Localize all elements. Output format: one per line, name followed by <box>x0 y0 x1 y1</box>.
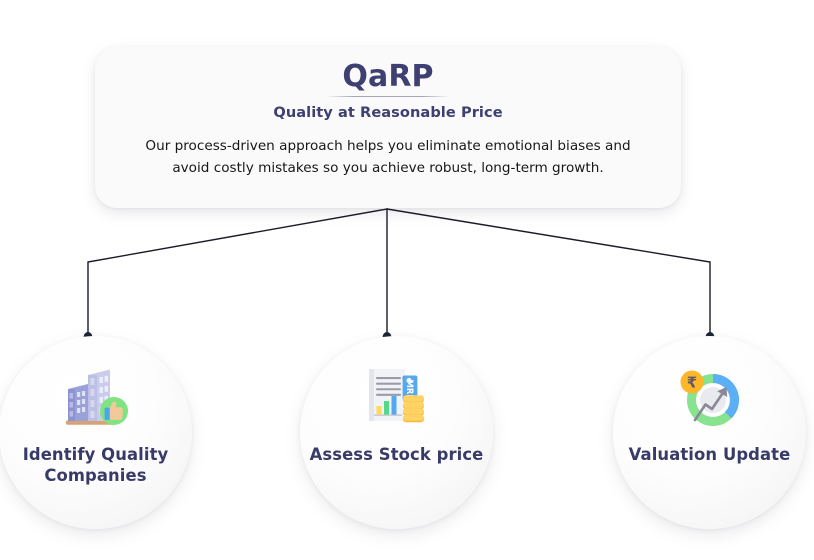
node-assess-stock-price[interactable]: MRP Assess Stock price <box>300 336 493 529</box>
description-text: Our process-driven approach helps you el… <box>145 137 631 176</box>
qarp-summary-card: QaRP Quality at Reasonable Price Our pro… <box>95 47 681 208</box>
rupee-symbol: ₹ <box>686 374 696 392</box>
page-subtitle: Quality at Reasonable Price <box>273 103 503 121</box>
connector-left <box>87 208 388 335</box>
node-label-assess-stock-price: Assess Stock price <box>309 445 484 464</box>
document-chart-price-tag-coins-icon: MRP <box>359 363 435 433</box>
node-identify-quality-companies[interactable]: Identify Quality Companies <box>0 336 192 529</box>
coin-stack <box>402 395 424 423</box>
node-label-valuation-update: Valuation Update <box>628 445 791 464</box>
price-tag-label: MRP <box>404 380 414 401</box>
title-divider <box>326 95 450 97</box>
donut-chart-growth-arrow-rupee-icon: ₹ <box>672 363 748 433</box>
node-label-identify-quality-companies: Identify Quality Companies <box>22 445 169 486</box>
connector-right <box>386 208 711 335</box>
buildings-thumbs-up-icon <box>58 363 134 433</box>
node-valuation-update[interactable]: ₹ Valuation Update <box>613 336 806 529</box>
page-title: QaRP <box>342 59 434 94</box>
